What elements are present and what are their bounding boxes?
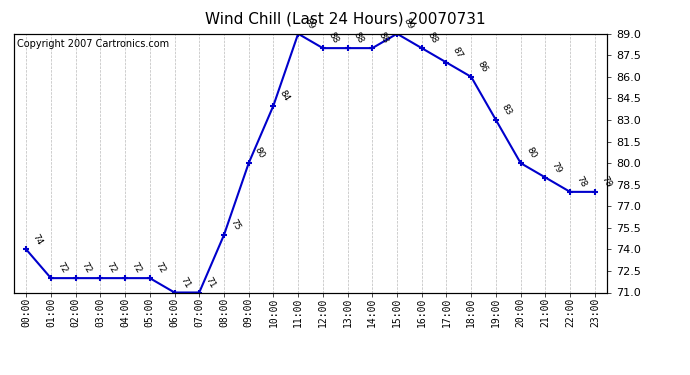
Text: Copyright 2007 Cartronics.com: Copyright 2007 Cartronics.com [17, 39, 169, 49]
Text: 72: 72 [154, 261, 168, 275]
Text: 79: 79 [549, 160, 563, 175]
Text: 88: 88 [327, 31, 341, 45]
Text: 84: 84 [277, 88, 291, 103]
Text: Wind Chill (Last 24 Hours) 20070731: Wind Chill (Last 24 Hours) 20070731 [205, 11, 485, 26]
Text: 80: 80 [253, 146, 266, 160]
Text: 78: 78 [599, 175, 613, 189]
Text: 72: 72 [104, 261, 118, 275]
Text: 88: 88 [426, 31, 440, 45]
Text: 89: 89 [401, 16, 415, 31]
Text: 75: 75 [228, 218, 242, 232]
Text: 83: 83 [500, 103, 513, 117]
Text: 78: 78 [574, 175, 588, 189]
Text: 72: 72 [80, 261, 93, 275]
Text: 80: 80 [525, 146, 538, 160]
Text: 71: 71 [179, 275, 193, 290]
Text: 88: 88 [352, 31, 365, 45]
Text: 72: 72 [55, 261, 68, 275]
Text: 72: 72 [129, 261, 143, 275]
Text: 74: 74 [30, 232, 43, 247]
Text: 89: 89 [302, 16, 316, 31]
Text: 86: 86 [475, 60, 489, 74]
Text: 88: 88 [377, 31, 390, 45]
Text: 87: 87 [451, 45, 464, 60]
Text: 71: 71 [204, 275, 217, 290]
